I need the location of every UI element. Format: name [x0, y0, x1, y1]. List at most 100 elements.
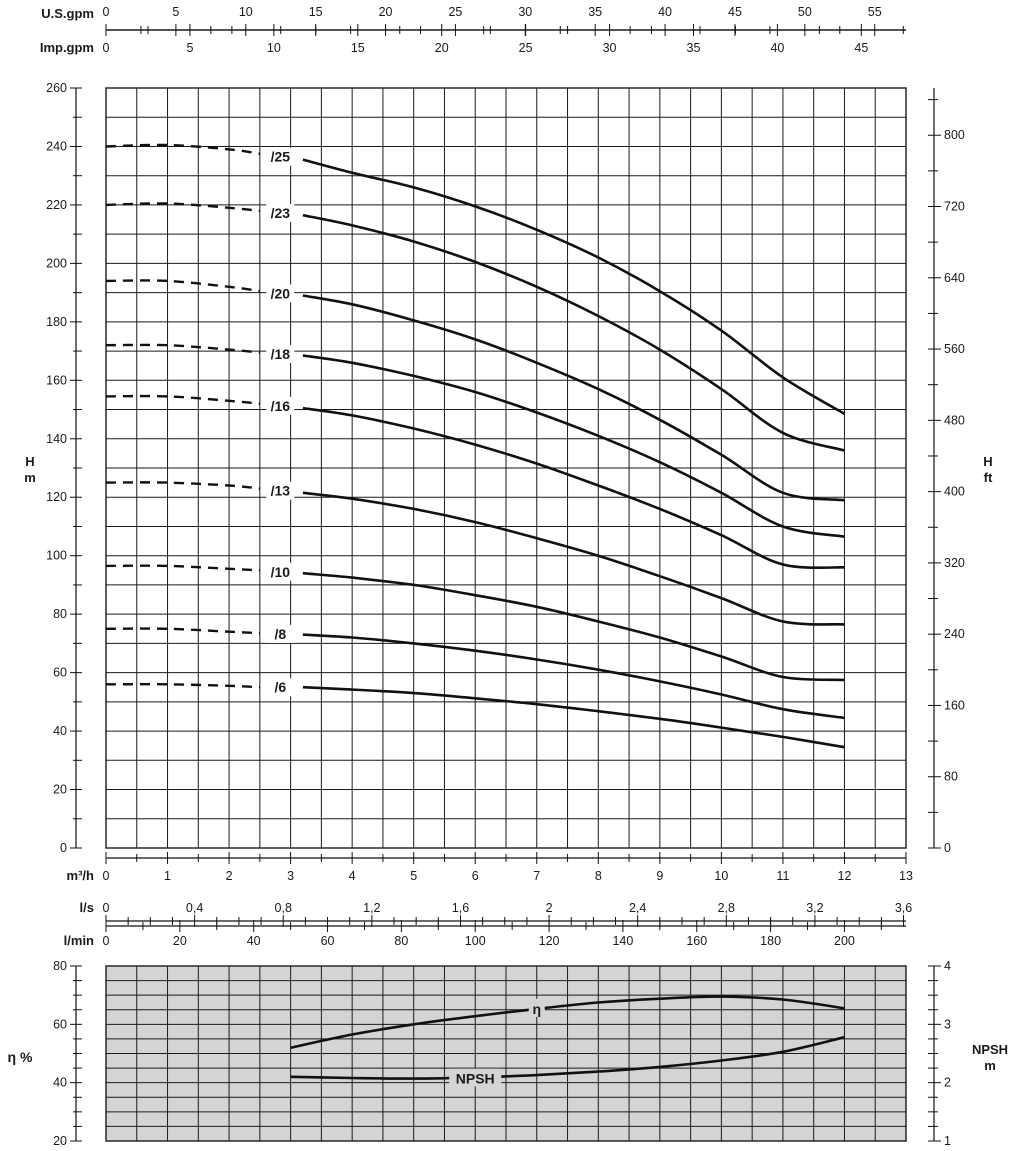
tick-label: 20: [53, 1134, 67, 1148]
npsh-label-bg: [449, 1068, 502, 1087]
tick-label: 80: [53, 607, 67, 621]
top-axes: U.S.gpm Imp.gpm 0 5 10 15 20 25 30 35 40 45 50 55 0…: [40, 5, 906, 55]
curve-6-dashed: [105, 683, 260, 689]
curve-23-dashed: [105, 202, 260, 212]
curve-8-dashed: [105, 627, 260, 635]
head-m-axis-label-line1: H: [25, 454, 34, 469]
tick-label: 40: [53, 724, 67, 738]
tick-label: 160: [46, 373, 67, 387]
tick-label: 60: [53, 666, 67, 680]
curve-20-label: /20: [271, 285, 291, 301]
tick-label: 3: [287, 869, 294, 883]
head-ft-axis-label-line1: H: [983, 454, 992, 469]
tick-label: 45: [854, 41, 868, 55]
head-curves: /25/23/20/18/16/13/10/8/6: [105, 143, 846, 749]
curve-efficiency: [290, 995, 845, 1049]
tick-label: 480: [944, 413, 965, 427]
flow-axes: m³/h l/s l/min 0 1 2 3 4 5 6 7 8 9 10 11 12 13 0 0,4 0,…: [64, 852, 913, 948]
tick-label: 1: [164, 869, 171, 883]
head-chart-frame: [105, 87, 907, 849]
curve-label-bg: [266, 678, 295, 697]
usgpm-axis: 0 5 10 15 20 25 30 35 40 45 50 55: [103, 5, 906, 36]
efficiency-axis: 20 40 60 80: [53, 959, 82, 1148]
efficiency-label-bg: [528, 998, 545, 1017]
curve-25-dashed: [105, 143, 260, 155]
efficiency-curve-label: η: [532, 1001, 541, 1017]
tick-label: 140: [46, 432, 67, 446]
tick-label: 2: [546, 901, 553, 915]
tick-label: 6: [472, 869, 479, 883]
tick-label: 4: [944, 959, 951, 973]
curve-13: [302, 491, 845, 626]
curve-8-label: /8: [274, 626, 286, 642]
tick-label: 240: [944, 627, 965, 641]
tick-label: 1: [944, 1134, 951, 1148]
tick-label: 3,6: [895, 901, 912, 915]
tick-label: 0: [103, 41, 110, 55]
tick-label: 1,2: [363, 901, 380, 915]
npsh-axis: 1 2 3 4: [928, 959, 951, 1148]
tick-label: 10: [239, 5, 253, 19]
curve-label-bg: [266, 345, 295, 363]
tick-label: 12: [838, 869, 852, 883]
curve-25-label: /25: [271, 149, 291, 165]
tick-label: 120: [539, 934, 560, 948]
curve-label-bg: [266, 481, 295, 500]
tick-label: 220: [46, 198, 67, 212]
tick-label: 720: [944, 200, 965, 214]
curve-8: [302, 633, 845, 720]
tick-label: 35: [588, 5, 602, 19]
tick-label: 15: [351, 41, 365, 55]
tick-label: 2: [226, 869, 233, 883]
tick-label: 120: [46, 490, 67, 504]
tick-label: 400: [944, 485, 965, 499]
tick-label: 40: [53, 1076, 67, 1090]
efficiency-panel-frame: [105, 965, 907, 1142]
tick-label: 25: [448, 5, 462, 19]
tick-label: 80: [944, 770, 958, 784]
tick-label: 200: [46, 256, 67, 270]
curve-16: [302, 406, 845, 570]
npsh-axis-label-line2: m: [984, 1058, 996, 1073]
curve-18-dashed: [105, 343, 260, 354]
curve-10-label: /10: [271, 564, 291, 580]
tick-label: 160: [944, 698, 965, 712]
tick-label: 55: [868, 5, 882, 19]
tick-label: 20: [379, 5, 393, 19]
curve-20: [302, 294, 845, 502]
tick-label: 260: [46, 81, 67, 95]
ls-axis: 0 0,4 0,8 1,2 1,6 2 2,4 2,8 3,2 3,6: [103, 901, 912, 927]
head-ft-axis: 0 80 160 240 320 400 480 560 640 720 800: [928, 88, 965, 855]
curve-18: [302, 354, 845, 538]
curve-23: [302, 213, 845, 452]
head-m-axis: 0 20 40 60 80 100 120 140 160 180 200 220 240 260: [46, 81, 82, 855]
tick-label: 40: [658, 5, 672, 19]
tick-label: 8: [595, 869, 602, 883]
curve-23-label: /23: [271, 205, 291, 221]
tick-label: 80: [394, 934, 408, 948]
curve-label-bg: [266, 562, 295, 581]
tick-label: 2: [944, 1076, 951, 1090]
tick-label: 80: [53, 959, 67, 973]
tick-label: 10: [267, 41, 281, 55]
tick-label: 15: [309, 5, 323, 19]
tick-label: 9: [656, 869, 663, 883]
tick-label: 60: [53, 1017, 67, 1031]
tick-label: 640: [944, 271, 965, 285]
tick-label: 560: [944, 342, 965, 356]
tick-label: 100: [46, 549, 67, 563]
lmin-axis-label: l/min: [64, 933, 94, 948]
tick-label: 30: [518, 5, 532, 19]
head-ft-axis-label-line2: ft: [984, 470, 993, 485]
impgpm-axis-label: Imp.gpm: [40, 40, 94, 55]
tick-label: 0: [60, 841, 67, 855]
m3h-axis-label: m³/h: [67, 868, 95, 883]
tick-label: 45: [728, 5, 742, 19]
tick-label: 0,4: [186, 901, 203, 915]
tick-label: 180: [46, 315, 67, 329]
tick-label: 60: [321, 934, 335, 948]
tick-label: 25: [519, 41, 533, 55]
tick-label: 140: [612, 934, 633, 948]
ls-axis-label: l/s: [80, 900, 94, 915]
tick-label: 0,8: [275, 901, 292, 915]
